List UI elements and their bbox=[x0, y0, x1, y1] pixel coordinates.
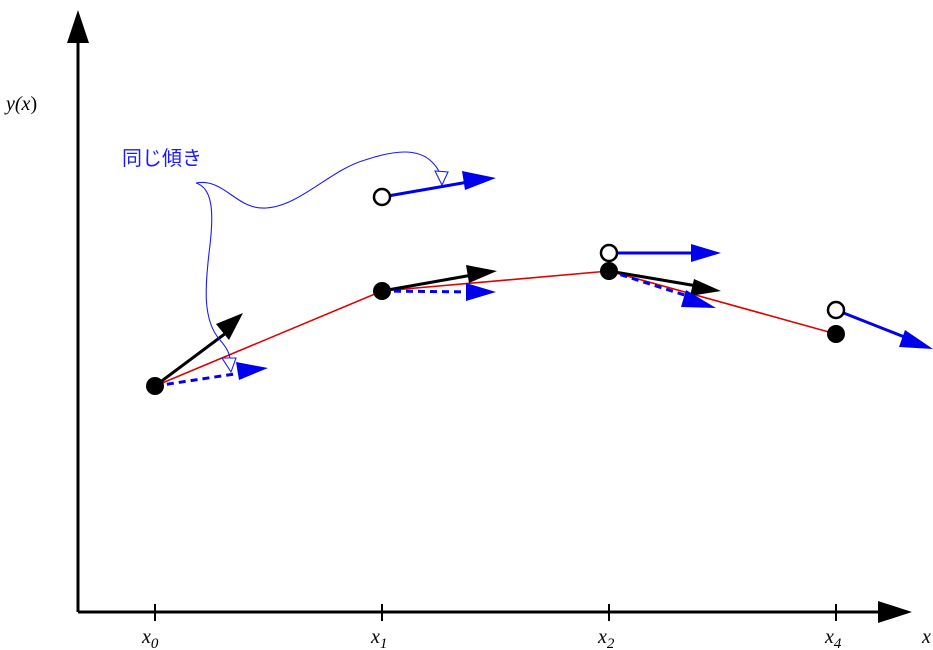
point-x2 bbox=[600, 262, 618, 280]
callout-curve-lower bbox=[195, 182, 231, 361]
dashed-arrow-x0 bbox=[154, 370, 249, 388]
trial-points bbox=[372, 187, 846, 320]
same-slope-annotation: 同じ傾き bbox=[122, 146, 202, 170]
tangent-arrowhead-x2 bbox=[690, 279, 721, 296]
tangent-arrowhead-x1 bbox=[466, 265, 497, 283]
dashed-arrowhead-x0 bbox=[236, 362, 268, 380]
tangent-arrow-x2 bbox=[608, 269, 704, 289]
callout-arrowhead-upper bbox=[434, 170, 449, 187]
axes bbox=[67, 10, 912, 623]
computed-points bbox=[146, 262, 845, 395]
dashed-arrowhead-x1 bbox=[466, 283, 496, 301]
x-axis-label: x bbox=[921, 626, 931, 648]
slope-arrowhead-x4 bbox=[899, 330, 933, 349]
tick-label-x2: x2 bbox=[597, 626, 615, 650]
annotation-callouts bbox=[195, 151, 449, 374]
callout-arrowhead-lower bbox=[220, 357, 237, 374]
dashed-arrow-x1 bbox=[381, 289, 476, 294]
open-point-upper bbox=[372, 187, 392, 207]
approximation-polyline bbox=[154, 270, 837, 387]
tangent-arrow-x0 bbox=[154, 328, 231, 388]
x-axis-arrowhead bbox=[878, 601, 912, 623]
open-point-x4 bbox=[826, 300, 846, 320]
y-axis-arrowhead bbox=[67, 10, 89, 43]
tick-label-x0: x0 bbox=[141, 626, 159, 650]
tangent-arrow-x1 bbox=[381, 272, 479, 293]
dashed-slope-arrows bbox=[154, 269, 716, 388]
y-axis-label: y(x) bbox=[4, 93, 37, 115]
callout-curve-upper bbox=[195, 151, 443, 209]
point-x4 bbox=[827, 325, 845, 343]
open-point-x2 bbox=[599, 243, 619, 263]
point-x1 bbox=[373, 282, 391, 300]
dashed-arrow-x2 bbox=[608, 269, 695, 300]
tick-label-x4: x4 bbox=[824, 626, 842, 650]
slope-arrow-x4 bbox=[835, 308, 913, 342]
slope-arrowhead-x2 bbox=[691, 244, 721, 262]
tangent-arrowhead-x0 bbox=[216, 313, 243, 340]
point-x0 bbox=[146, 377, 164, 395]
slope-arrow-upper bbox=[381, 179, 475, 199]
tick-label-x1: x1 bbox=[370, 626, 387, 650]
slope-arrowhead-upper bbox=[462, 171, 496, 190]
true-tangent-arrows bbox=[154, 265, 721, 388]
dashed-arrowhead-x2 bbox=[681, 290, 716, 308]
solid-slope-arrows bbox=[381, 171, 933, 349]
